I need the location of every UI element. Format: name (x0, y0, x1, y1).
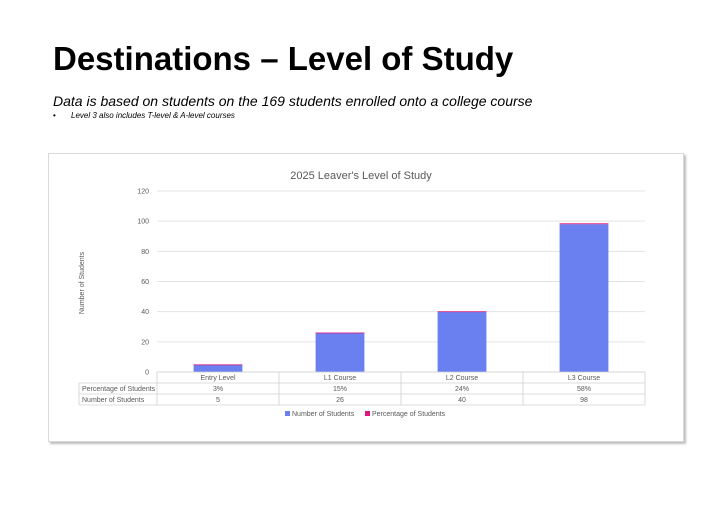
chart-title: 2025 Leaver's Level of Study (290, 170, 432, 182)
slide-title: Destinations – Level of Study (53, 40, 514, 77)
table-cell: 24% (455, 386, 469, 393)
gridlines (157, 190, 645, 373)
legend-label: Number of Students (292, 411, 355, 418)
table-cell: 5 (216, 397, 220, 404)
y-axis-label: Number of Students (79, 251, 86, 314)
table-cell: 3% (213, 386, 223, 393)
bar-number-of-students (315, 332, 365, 372)
bars (193, 223, 609, 372)
y-tick-label: 120 (137, 189, 149, 196)
x-category-label: L1 Course (324, 375, 356, 382)
y-tick-label: 60 (141, 279, 149, 286)
table-cell: 15% (333, 386, 347, 393)
table-row-header: Number of Students (82, 397, 145, 404)
y-tick-label: 100 (137, 219, 149, 226)
bar-percentage-of-students (193, 364, 243, 366)
y-tick-label: 20 (141, 339, 149, 346)
slide-note: • Level 3 also includes T-level & A-level… (53, 111, 235, 120)
y-tick-label: 40 (141, 309, 149, 316)
x-category-label: Entry Level (200, 375, 235, 382)
y-tick-label: 0 (145, 370, 149, 377)
bar-percentage-of-students (559, 223, 609, 225)
legend-label: Percentage of Students (372, 411, 446, 418)
bar-percentage-of-students (315, 332, 365, 334)
y-axis-ticks: 0 20 40 60 80 100 120 (137, 189, 149, 377)
table-cell: 98 (580, 397, 588, 404)
note-text: Level 3 also includes T-level & A-level … (71, 111, 235, 120)
legend-swatch (365, 411, 370, 416)
bar-number-of-students (437, 311, 487, 372)
bar-percentage-of-students (437, 311, 487, 313)
legend: Number of Students Percentage of Students (285, 411, 446, 418)
legend-swatch (285, 411, 290, 416)
bar-chart: 2025 Leaver's Level of Study Number of S… (78, 170, 646, 418)
chart-container: 2025 Leaver's Level of Study Number of S… (48, 153, 684, 442)
x-category-label: L3 Course (568, 375, 600, 382)
note-bullet: • (53, 111, 56, 120)
table-cell: 58% (577, 386, 591, 393)
y-tick-label: 80 (141, 249, 149, 256)
bar-number-of-students (559, 224, 609, 372)
slide-subtitle: Data is based on students on the 169 stu… (53, 93, 533, 109)
table-row-header: Percentage of Students (82, 386, 156, 393)
data-table: Entry Level L1 Course L2 Course L3 Course Pe… (78, 371, 646, 406)
x-category-label: L2 Course (446, 375, 478, 382)
table-cell: 40 (458, 397, 466, 404)
bar-number-of-students (193, 364, 243, 372)
table-cell: 26 (336, 397, 344, 404)
